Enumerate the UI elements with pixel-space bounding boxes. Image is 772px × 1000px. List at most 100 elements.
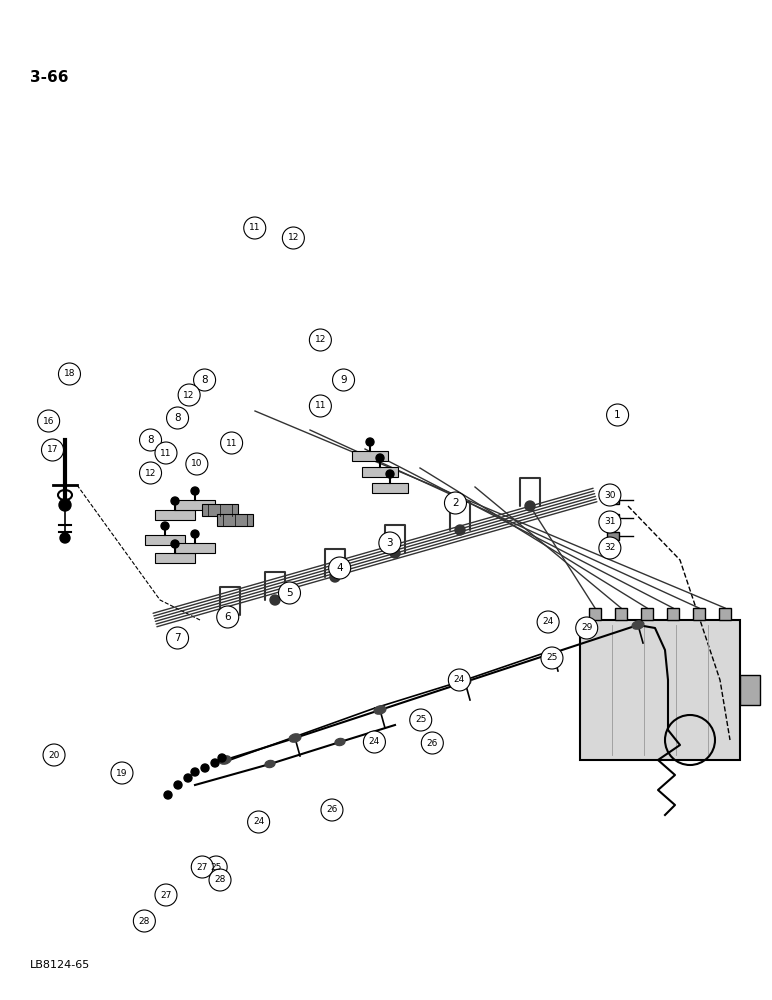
- Text: 24: 24: [369, 738, 380, 746]
- Circle shape: [178, 384, 200, 406]
- Circle shape: [155, 442, 177, 464]
- Circle shape: [330, 572, 340, 582]
- Circle shape: [225, 610, 235, 620]
- Circle shape: [599, 484, 621, 506]
- Circle shape: [194, 369, 215, 391]
- Circle shape: [218, 754, 226, 762]
- Circle shape: [140, 429, 161, 451]
- Bar: [155, 510, 195, 520]
- Circle shape: [201, 764, 209, 772]
- Bar: [580, 620, 740, 760]
- Text: 8: 8: [174, 413, 181, 423]
- Bar: [362, 467, 398, 477]
- Bar: [615, 608, 627, 620]
- Text: 24: 24: [543, 617, 554, 626]
- Circle shape: [248, 811, 269, 833]
- Circle shape: [164, 791, 172, 799]
- Bar: [175, 500, 215, 510]
- Bar: [607, 532, 619, 540]
- Text: 8: 8: [147, 435, 154, 445]
- Ellipse shape: [459, 678, 471, 686]
- Text: 7: 7: [174, 633, 181, 643]
- Circle shape: [364, 731, 385, 753]
- Bar: [607, 514, 619, 522]
- Text: 27: 27: [197, 862, 208, 871]
- Text: 6: 6: [225, 612, 231, 622]
- Text: 24: 24: [253, 818, 264, 826]
- Circle shape: [525, 501, 535, 511]
- Circle shape: [171, 540, 179, 548]
- Circle shape: [60, 533, 70, 543]
- Text: 25: 25: [415, 716, 426, 724]
- Circle shape: [221, 432, 242, 454]
- Circle shape: [445, 492, 466, 514]
- Text: 28: 28: [215, 876, 225, 884]
- Text: 5: 5: [286, 588, 293, 598]
- Circle shape: [410, 709, 432, 731]
- Bar: [372, 483, 408, 493]
- Text: 9: 9: [340, 375, 347, 385]
- Bar: [641, 608, 653, 620]
- Circle shape: [59, 499, 71, 511]
- Circle shape: [607, 404, 628, 426]
- Text: 10: 10: [191, 460, 202, 468]
- Circle shape: [270, 595, 280, 605]
- Text: 25: 25: [211, 862, 222, 871]
- Text: 11: 11: [161, 448, 171, 458]
- Ellipse shape: [335, 738, 345, 746]
- Circle shape: [59, 363, 80, 385]
- Circle shape: [191, 487, 199, 495]
- Bar: [589, 608, 601, 620]
- Circle shape: [186, 453, 208, 475]
- Text: 4: 4: [337, 563, 343, 573]
- Text: 25: 25: [547, 654, 557, 662]
- Circle shape: [43, 744, 65, 766]
- Ellipse shape: [374, 706, 386, 714]
- Bar: [145, 535, 185, 545]
- Bar: [202, 504, 238, 516]
- Text: 8: 8: [201, 375, 208, 385]
- Circle shape: [184, 774, 192, 782]
- Circle shape: [161, 522, 169, 530]
- Circle shape: [174, 781, 182, 789]
- Text: 12: 12: [315, 336, 326, 344]
- Circle shape: [167, 627, 188, 649]
- Text: 31: 31: [604, 518, 615, 526]
- Circle shape: [449, 669, 470, 691]
- Circle shape: [541, 647, 563, 669]
- Circle shape: [379, 532, 401, 554]
- Circle shape: [422, 732, 443, 754]
- Text: 11: 11: [315, 401, 326, 410]
- Text: 11: 11: [249, 224, 260, 232]
- Circle shape: [244, 217, 266, 239]
- Text: 12: 12: [145, 468, 156, 478]
- Circle shape: [310, 329, 331, 351]
- Circle shape: [211, 759, 219, 767]
- Ellipse shape: [289, 734, 301, 742]
- Bar: [155, 553, 195, 563]
- Text: 20: 20: [49, 750, 59, 760]
- Circle shape: [599, 511, 621, 533]
- Bar: [352, 451, 388, 461]
- Circle shape: [537, 611, 559, 633]
- Ellipse shape: [219, 756, 231, 764]
- Circle shape: [310, 395, 331, 417]
- Circle shape: [279, 582, 300, 604]
- Circle shape: [390, 548, 400, 558]
- Bar: [607, 496, 619, 504]
- Ellipse shape: [632, 621, 644, 629]
- Circle shape: [191, 530, 199, 538]
- Text: 32: 32: [604, 544, 615, 552]
- Circle shape: [321, 799, 343, 821]
- Text: 26: 26: [427, 738, 438, 748]
- Circle shape: [209, 869, 231, 891]
- Circle shape: [134, 910, 155, 932]
- Text: 12: 12: [184, 390, 195, 399]
- Circle shape: [111, 762, 133, 784]
- Circle shape: [329, 557, 350, 579]
- Text: 12: 12: [288, 233, 299, 242]
- Bar: [667, 608, 679, 620]
- Circle shape: [38, 410, 59, 432]
- Text: 19: 19: [117, 768, 127, 778]
- Circle shape: [386, 470, 394, 478]
